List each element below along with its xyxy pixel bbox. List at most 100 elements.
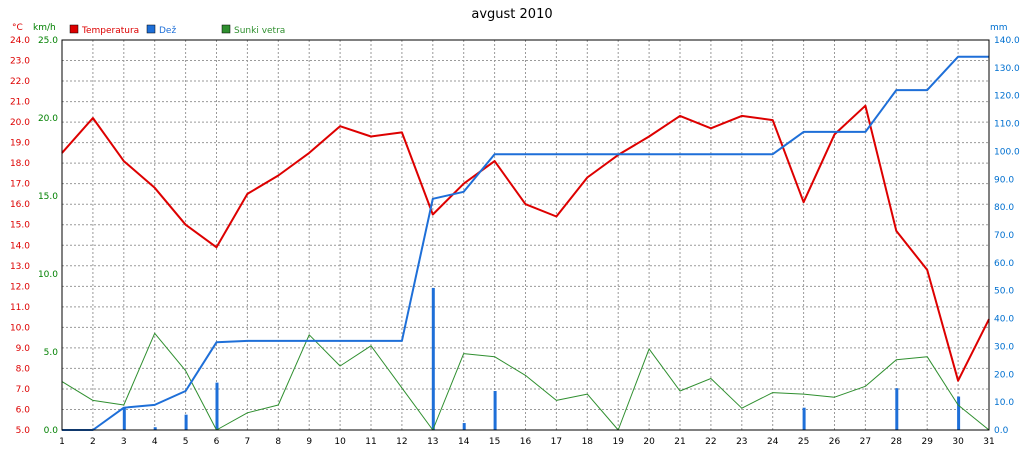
rain-tick-label: 80.0 bbox=[994, 203, 1014, 213]
temperature-tick-label: 13.0 bbox=[10, 262, 30, 272]
wind-axis: km/h 0.0 5.0 10.0 15.0 20.0 25.0 bbox=[33, 23, 58, 436]
rain-bar bbox=[493, 391, 497, 430]
temperature-tick-label: 23.0 bbox=[10, 57, 30, 67]
rain-bar bbox=[802, 407, 806, 430]
rain-bar bbox=[153, 427, 157, 430]
wind-unit-label: km/h bbox=[33, 23, 56, 33]
wind-tick-label: 0.0 bbox=[44, 426, 59, 436]
rain-tick-label: 90.0 bbox=[994, 175, 1014, 185]
temperature-tick-label: 7.0 bbox=[16, 385, 31, 395]
rain-axis: mm 0.0 10.0 20.0 30.0 40.0 50.0 60.0 70.0 80.0 90.… bbox=[990, 23, 1020, 436]
temperature-tick-label: 16.0 bbox=[10, 200, 30, 210]
temperature-axis: °C 5.0 6.0 7.0 8.0 9.0 10.0 11.0 12.0 13.0 14.0 15.… bbox=[10, 23, 30, 436]
legend-label: Temperatura bbox=[81, 26, 139, 36]
x-tick-label: 15 bbox=[489, 437, 500, 447]
legend-swatch bbox=[221, 24, 231, 34]
rain-tick-label: 50.0 bbox=[994, 287, 1014, 297]
temperature-tick-label: 6.0 bbox=[16, 405, 31, 415]
x-tick-label: 14 bbox=[458, 437, 470, 447]
legend-swatch bbox=[69, 24, 79, 34]
legend-label: Sunki vetra bbox=[234, 26, 285, 36]
x-tick-label: 10 bbox=[334, 437, 346, 447]
x-tick-label: 2 bbox=[90, 437, 96, 447]
rain-tick-label: 30.0 bbox=[994, 342, 1014, 352]
x-tick-label: 31 bbox=[983, 437, 994, 447]
temperature-line bbox=[61, 104, 990, 382]
temperature-tick-label: 22.0 bbox=[10, 77, 30, 87]
x-tick-label: 5 bbox=[183, 437, 189, 447]
x-tick-label: 22 bbox=[705, 437, 716, 447]
temperature-tick-label: 20.0 bbox=[10, 118, 30, 128]
x-tick-label: 30 bbox=[952, 437, 964, 447]
rain-tick-label: 20.0 bbox=[994, 370, 1014, 380]
wind-tick-label: 25.0 bbox=[38, 36, 58, 46]
rain-bar bbox=[184, 414, 188, 430]
x-tick-label: 3 bbox=[121, 437, 127, 447]
x-tick-label: 29 bbox=[921, 437, 933, 447]
legend-label: Dež bbox=[159, 26, 176, 36]
rain-bar bbox=[431, 287, 435, 430]
temperature-tick-label: 12.0 bbox=[10, 282, 30, 292]
rain-tick-label: 0.0 bbox=[994, 426, 1009, 436]
x-tick-label: 26 bbox=[829, 437, 841, 447]
temperature-tick-label: 10.0 bbox=[10, 323, 30, 333]
wind-tick-label: 10.0 bbox=[38, 270, 58, 280]
x-tick-label: 4 bbox=[152, 437, 158, 447]
temperature-tick-label: 15.0 bbox=[10, 221, 30, 231]
x-tick-label: 23 bbox=[736, 437, 747, 447]
temperature-tick-label: 11.0 bbox=[10, 303, 30, 313]
x-tick-label: 13 bbox=[427, 437, 438, 447]
rain-unit-label: mm bbox=[990, 23, 1008, 33]
temperature-tick-label: 17.0 bbox=[10, 180, 30, 190]
chart-title: avgust 2010 bbox=[471, 7, 552, 22]
temperature-tick-label: 18.0 bbox=[10, 159, 30, 169]
x-tick-label: 20 bbox=[643, 437, 655, 447]
temperature-tick-label: 5.0 bbox=[16, 426, 31, 436]
wind-tick-label: 5.0 bbox=[44, 348, 59, 358]
x-tick-label: 9 bbox=[306, 437, 312, 447]
wind-tick-label: 20.0 bbox=[38, 114, 58, 124]
x-tick-label: 28 bbox=[891, 437, 903, 447]
rain-bar bbox=[462, 423, 466, 430]
rain-tick-label: 140.0 bbox=[994, 36, 1020, 46]
x-tick-label: 16 bbox=[520, 437, 532, 447]
x-tick-label: 25 bbox=[798, 437, 809, 447]
x-tick-label: 1 bbox=[59, 437, 65, 447]
x-tick-label: 12 bbox=[396, 437, 407, 447]
legend-swatch bbox=[146, 24, 156, 34]
x-tick-label: 24 bbox=[767, 437, 779, 447]
rain-tick-label: 40.0 bbox=[994, 315, 1014, 325]
legend: Temperatura Dež Sunki vetra bbox=[69, 24, 285, 36]
x-tick-label: 7 bbox=[245, 437, 251, 447]
rain-tick-label: 70.0 bbox=[994, 231, 1014, 241]
rain-cumulative-line bbox=[62, 55, 989, 431]
x-tick-label: 21 bbox=[674, 437, 685, 447]
x-tick-label: 27 bbox=[860, 437, 871, 447]
rain-tick-label: 60.0 bbox=[994, 259, 1014, 269]
x-tick-label: 8 bbox=[275, 437, 281, 447]
temperature-tick-label: 14.0 bbox=[10, 241, 30, 251]
rain-tick-label: 120.0 bbox=[994, 92, 1020, 102]
rain-bar bbox=[895, 388, 899, 430]
x-tick-label: 6 bbox=[214, 437, 220, 447]
temperature-tick-label: 24.0 bbox=[10, 36, 30, 46]
rain-tick-label: 100.0 bbox=[994, 147, 1020, 157]
grid bbox=[61, 39, 990, 431]
temperature-tick-label: 21.0 bbox=[10, 98, 30, 108]
rain-tick-label: 130.0 bbox=[994, 64, 1020, 74]
rain-tick-label: 10.0 bbox=[994, 398, 1014, 408]
rain-bar bbox=[122, 407, 126, 430]
x-tick-label: 17 bbox=[551, 437, 562, 447]
rain-daily-bars bbox=[122, 287, 961, 430]
temperature-unit-label: °C bbox=[12, 23, 23, 33]
temperature-tick-label: 19.0 bbox=[10, 139, 30, 149]
x-tick-label: 18 bbox=[582, 437, 594, 447]
rain-bar bbox=[957, 396, 961, 430]
plot-frame bbox=[61, 39, 990, 431]
x-tick-label: 19 bbox=[612, 437, 624, 447]
wind-tick-label: 15.0 bbox=[38, 192, 58, 202]
temperature-tick-label: 8.0 bbox=[16, 364, 31, 374]
